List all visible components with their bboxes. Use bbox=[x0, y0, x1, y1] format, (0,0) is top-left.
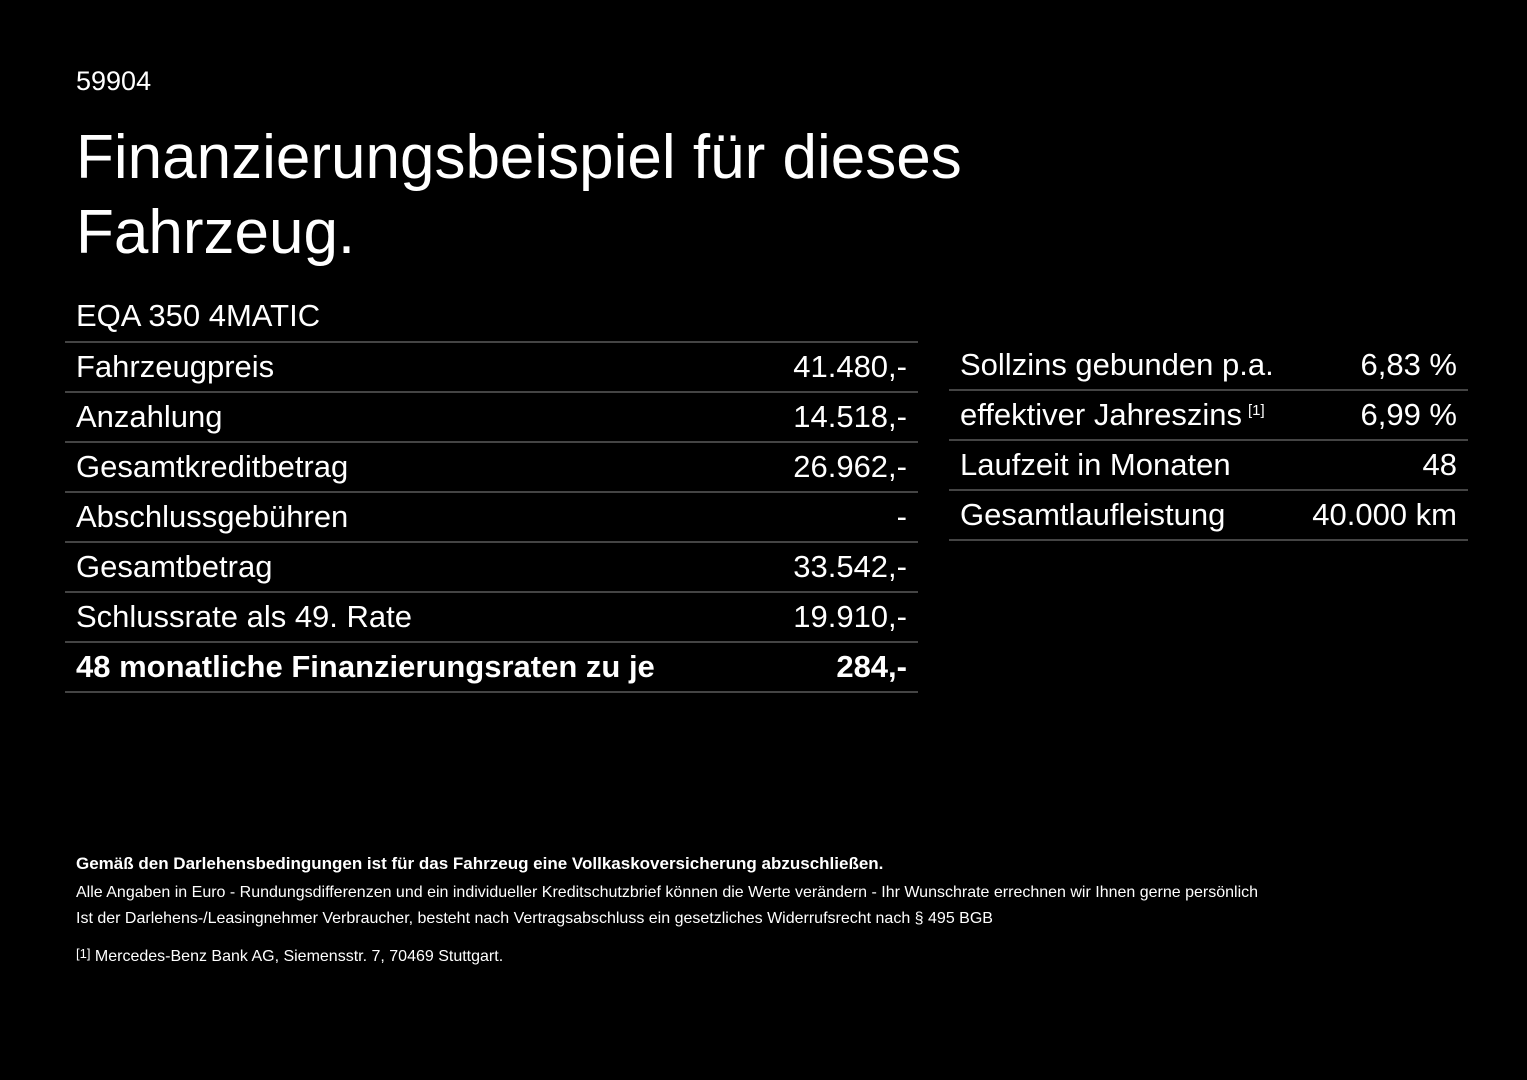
row-label: Fahrzeugpreis bbox=[76, 349, 274, 385]
table-row: Fahrzeugpreis 41.480,- bbox=[65, 343, 918, 393]
table-row: effektiver Jahreszins [1] 6,99 % bbox=[949, 391, 1468, 441]
row-label: Gesamtkreditbetrag bbox=[76, 449, 348, 485]
row-value: 14.518,- bbox=[793, 399, 907, 434]
row-label: 48 monatliche Finanzierungsraten zu je bbox=[76, 649, 655, 685]
label-text: Anzahlung bbox=[76, 399, 223, 434]
label-text: effektiver Jahreszins bbox=[960, 397, 1242, 432]
row-value: 33.542,- bbox=[793, 549, 907, 584]
label-text: Gesamtkreditbetrag bbox=[76, 449, 349, 484]
row-value: 6,99 % bbox=[1360, 397, 1457, 432]
row-label: effektiver Jahreszins [1] bbox=[960, 397, 1265, 433]
note: Ist der Darlehens-/Leasingnehmer Verbrau… bbox=[76, 910, 993, 927]
label-text: Abschlussgebühren bbox=[76, 499, 349, 534]
table-row: Laufzeit in Monaten 48 bbox=[949, 441, 1468, 491]
title-line: Finanzierungsbeispiel für dieses bbox=[76, 123, 962, 192]
table-row: Abschlussgebühren - bbox=[65, 493, 918, 543]
row-value: 284,- bbox=[836, 649, 907, 684]
title-line: Fahrzeug. bbox=[76, 198, 356, 267]
label-text: Sollzins gebunden p.a. bbox=[960, 347, 1274, 382]
left-table: Fahrzeugpreis 41.480,- Anzahlung 14.518,- Ge… bbox=[65, 341, 918, 693]
row-label: Schlussrate als 49. Rate bbox=[76, 599, 412, 635]
note-bold: Gemäß den Darlehensbedingungen ist für d… bbox=[76, 854, 884, 873]
table-row: Gesamtbetrag 33.542,- bbox=[65, 543, 918, 593]
row-label: Gesamtbetrag bbox=[76, 549, 272, 585]
table-row: Sollzins gebunden p.a. 6,83 % bbox=[949, 341, 1468, 391]
label-text: 48 monatliche Finanzierungsraten zu je bbox=[76, 649, 655, 684]
row-value: 6,83 % bbox=[1360, 347, 1457, 382]
id: 59904 bbox=[76, 66, 152, 96]
label-text: Schlussrate als 49. Rate bbox=[76, 599, 413, 634]
row-label: Gesamtlaufleistung bbox=[960, 497, 1225, 533]
footnote-ref: [1] bbox=[1248, 402, 1265, 419]
label-text: Gesamtlaufleistung bbox=[960, 497, 1226, 532]
table-row: Gesamtlaufleistung 40.000 km bbox=[949, 491, 1468, 541]
row-value: - bbox=[896, 499, 907, 534]
row-value: 40.000 km bbox=[1312, 497, 1457, 532]
footnote-mark: [1] bbox=[76, 946, 91, 961]
model: EQA 350 4MATIC bbox=[76, 298, 321, 333]
label-text: Fahrzeugpreis bbox=[76, 349, 275, 384]
table-row: Anzahlung 14.518,- bbox=[65, 393, 918, 443]
footnote: [1] Mercedes-Benz Bank AG, Siemensstr. 7… bbox=[76, 946, 503, 966]
row-value: 48 bbox=[1422, 447, 1457, 482]
row-label: Sollzins gebunden p.a. bbox=[960, 347, 1274, 383]
title: Finanzierungsbeispiel für dieses Fahrzeug… bbox=[76, 120, 962, 270]
label-text: Laufzeit in Monaten bbox=[960, 447, 1231, 482]
row-value: 26.962,- bbox=[793, 449, 907, 484]
row-value: 19.910,- bbox=[793, 599, 907, 634]
row-label: Abschlussgebühren bbox=[76, 499, 348, 535]
row-label: Anzahlung bbox=[76, 399, 223, 435]
table-row: 48 monatliche Finanzierungsraten zu je 28… bbox=[65, 643, 918, 693]
table-row: Schlussrate als 49. Rate 19.910,- bbox=[65, 593, 918, 643]
row-value: 41.480,- bbox=[793, 349, 907, 384]
table-row: Gesamtkreditbetrag 26.962,- bbox=[65, 443, 918, 493]
right-table: Sollzins gebunden p.a. 6,83 % effektiver J… bbox=[949, 341, 1468, 541]
row-label: Laufzeit in Monaten bbox=[960, 447, 1231, 483]
note: Alle Angaben in Euro - Rundungsdifferenz… bbox=[76, 884, 1259, 901]
label-text: Gesamtbetrag bbox=[76, 549, 273, 584]
footnote-text: Mercedes-Benz Bank AG, Siemensstr. 7, 70… bbox=[94, 948, 504, 965]
